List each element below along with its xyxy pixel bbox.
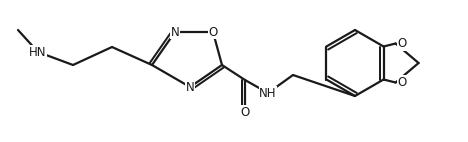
Text: O: O [208,26,218,38]
Text: N: N [186,81,194,93]
Text: O: O [241,106,249,119]
Text: HN: HN [29,45,47,59]
Text: O: O [398,76,407,89]
Text: NH: NH [259,86,277,100]
Text: N: N [171,26,179,38]
Text: O: O [398,37,407,50]
